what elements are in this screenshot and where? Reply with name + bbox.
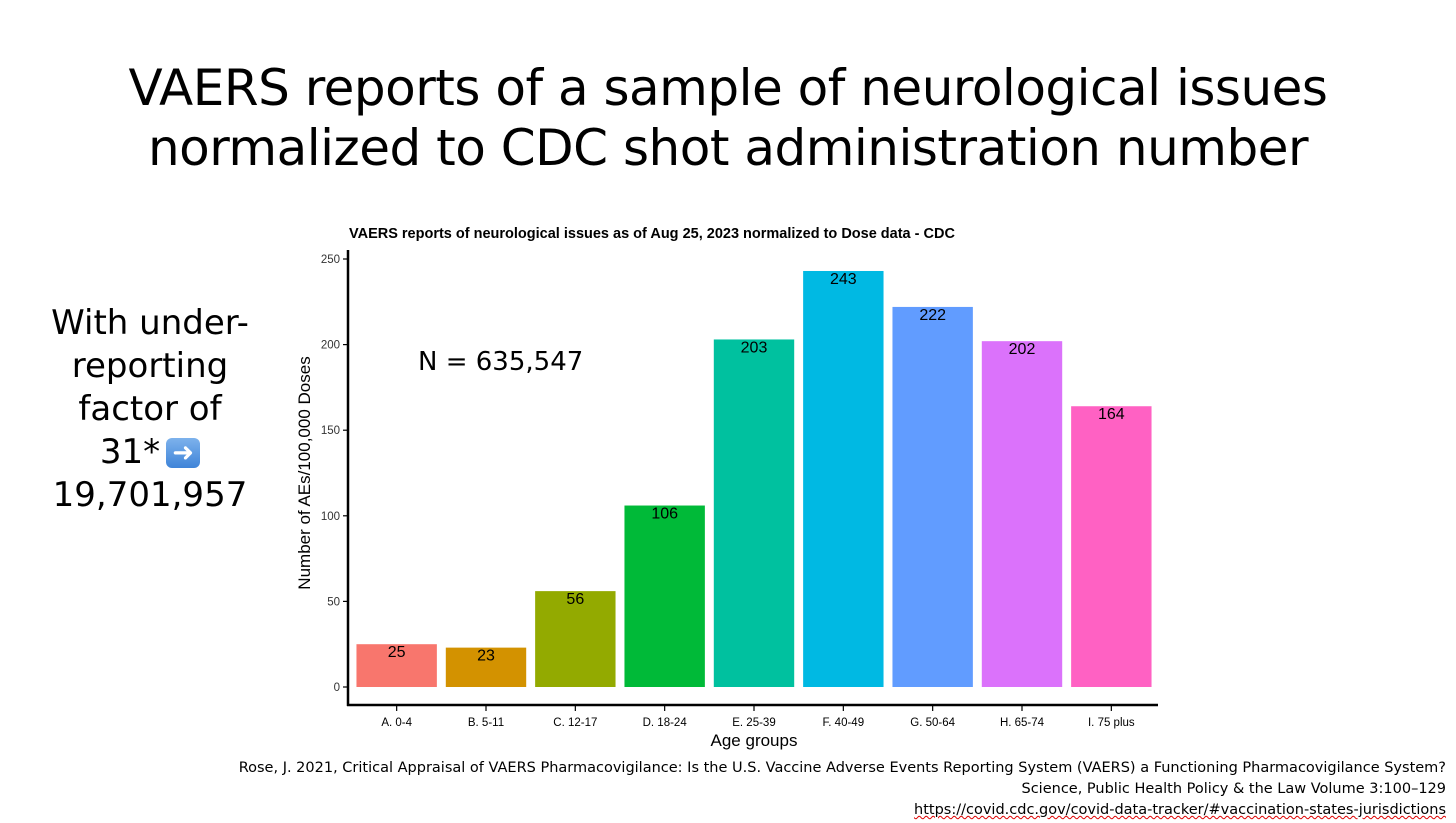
underreporting-note: With under- reporting factor of 31* ➜ 19,…: [20, 302, 280, 517]
slide-title: VAERS reports of a sample of neurologica…: [0, 58, 1456, 178]
data-label-6: 243: [830, 271, 857, 288]
y-tick-label: 200: [321, 340, 340, 352]
bar-4: [624, 505, 705, 687]
y-axis-title: Number of AEs/100,000 Doses: [295, 356, 314, 589]
reference-1: Rose, J. 2021, Critical Appraisal of VAE…: [238, 760, 1446, 776]
bar-7: [892, 306, 973, 687]
x-tick-label-9: I. 75 plus: [1088, 717, 1135, 729]
y-tick-label: 250: [321, 254, 340, 266]
note-total: 19,701,957: [52, 475, 248, 515]
y-tick-label: 0: [334, 682, 340, 694]
y-tick-label: 50: [327, 596, 340, 608]
bar-6: [803, 270, 884, 687]
bar-8: [981, 341, 1063, 687]
slide-title-line-1: VAERS reports of a sample of neurologica…: [128, 59, 1328, 117]
references: Rose, J. 2021, Critical Appraisal of VAE…: [239, 758, 1446, 821]
slide-title-line-2: normalized to CDC shot administration nu…: [147, 119, 1309, 177]
data-label-4: 106: [651, 506, 678, 523]
x-axis-title: Age groups: [711, 731, 798, 750]
reference-url[interactable]: https://covid.cdc.gov/covid-data-tracker…: [914, 802, 1446, 818]
data-label-8: 202: [1009, 341, 1036, 358]
y-tick-label: 150: [321, 425, 340, 437]
reference-2: Science, Public Health Policy & the Law …: [1021, 781, 1447, 797]
x-tick-label-3: C. 12-17: [553, 717, 597, 729]
x-tick-label-5: E. 25-39: [732, 717, 775, 729]
note-line-2: reporting: [71, 346, 229, 386]
right-arrow-emoji-icon: ➜: [166, 438, 201, 468]
data-label-5: 203: [741, 339, 768, 356]
bar-2: [445, 647, 527, 687]
bar-3: [535, 591, 616, 687]
note-line-1: With under-: [51, 303, 249, 343]
bar-5: [713, 339, 795, 687]
y-tick-label: 100: [321, 511, 340, 523]
x-tick-label-8: H. 65-74: [1000, 717, 1045, 729]
x-tick-label-6: F. 40-49: [823, 717, 865, 729]
x-tick-label-4: D. 18-24: [643, 717, 688, 729]
x-tick-label-7: G. 50-64: [910, 717, 955, 729]
data-label-9: 164: [1098, 406, 1125, 423]
note-line-3: factor of: [78, 389, 222, 429]
data-label-1: 25: [388, 644, 406, 661]
bar-1: [356, 644, 437, 687]
chart-title: VAERS reports of neurological issues as …: [349, 226, 955, 242]
sample-size-annotation: N = 635,547: [418, 347, 583, 377]
note-line-4: 31*: [99, 432, 161, 472]
x-tick-label-1: A. 0-4: [381, 717, 412, 729]
bar-9: [1071, 406, 1152, 687]
data-label-2: 23: [477, 648, 495, 665]
x-tick-label-2: B. 5-11: [468, 717, 504, 729]
data-label-7: 222: [919, 307, 946, 324]
data-label-3: 56: [566, 591, 584, 608]
